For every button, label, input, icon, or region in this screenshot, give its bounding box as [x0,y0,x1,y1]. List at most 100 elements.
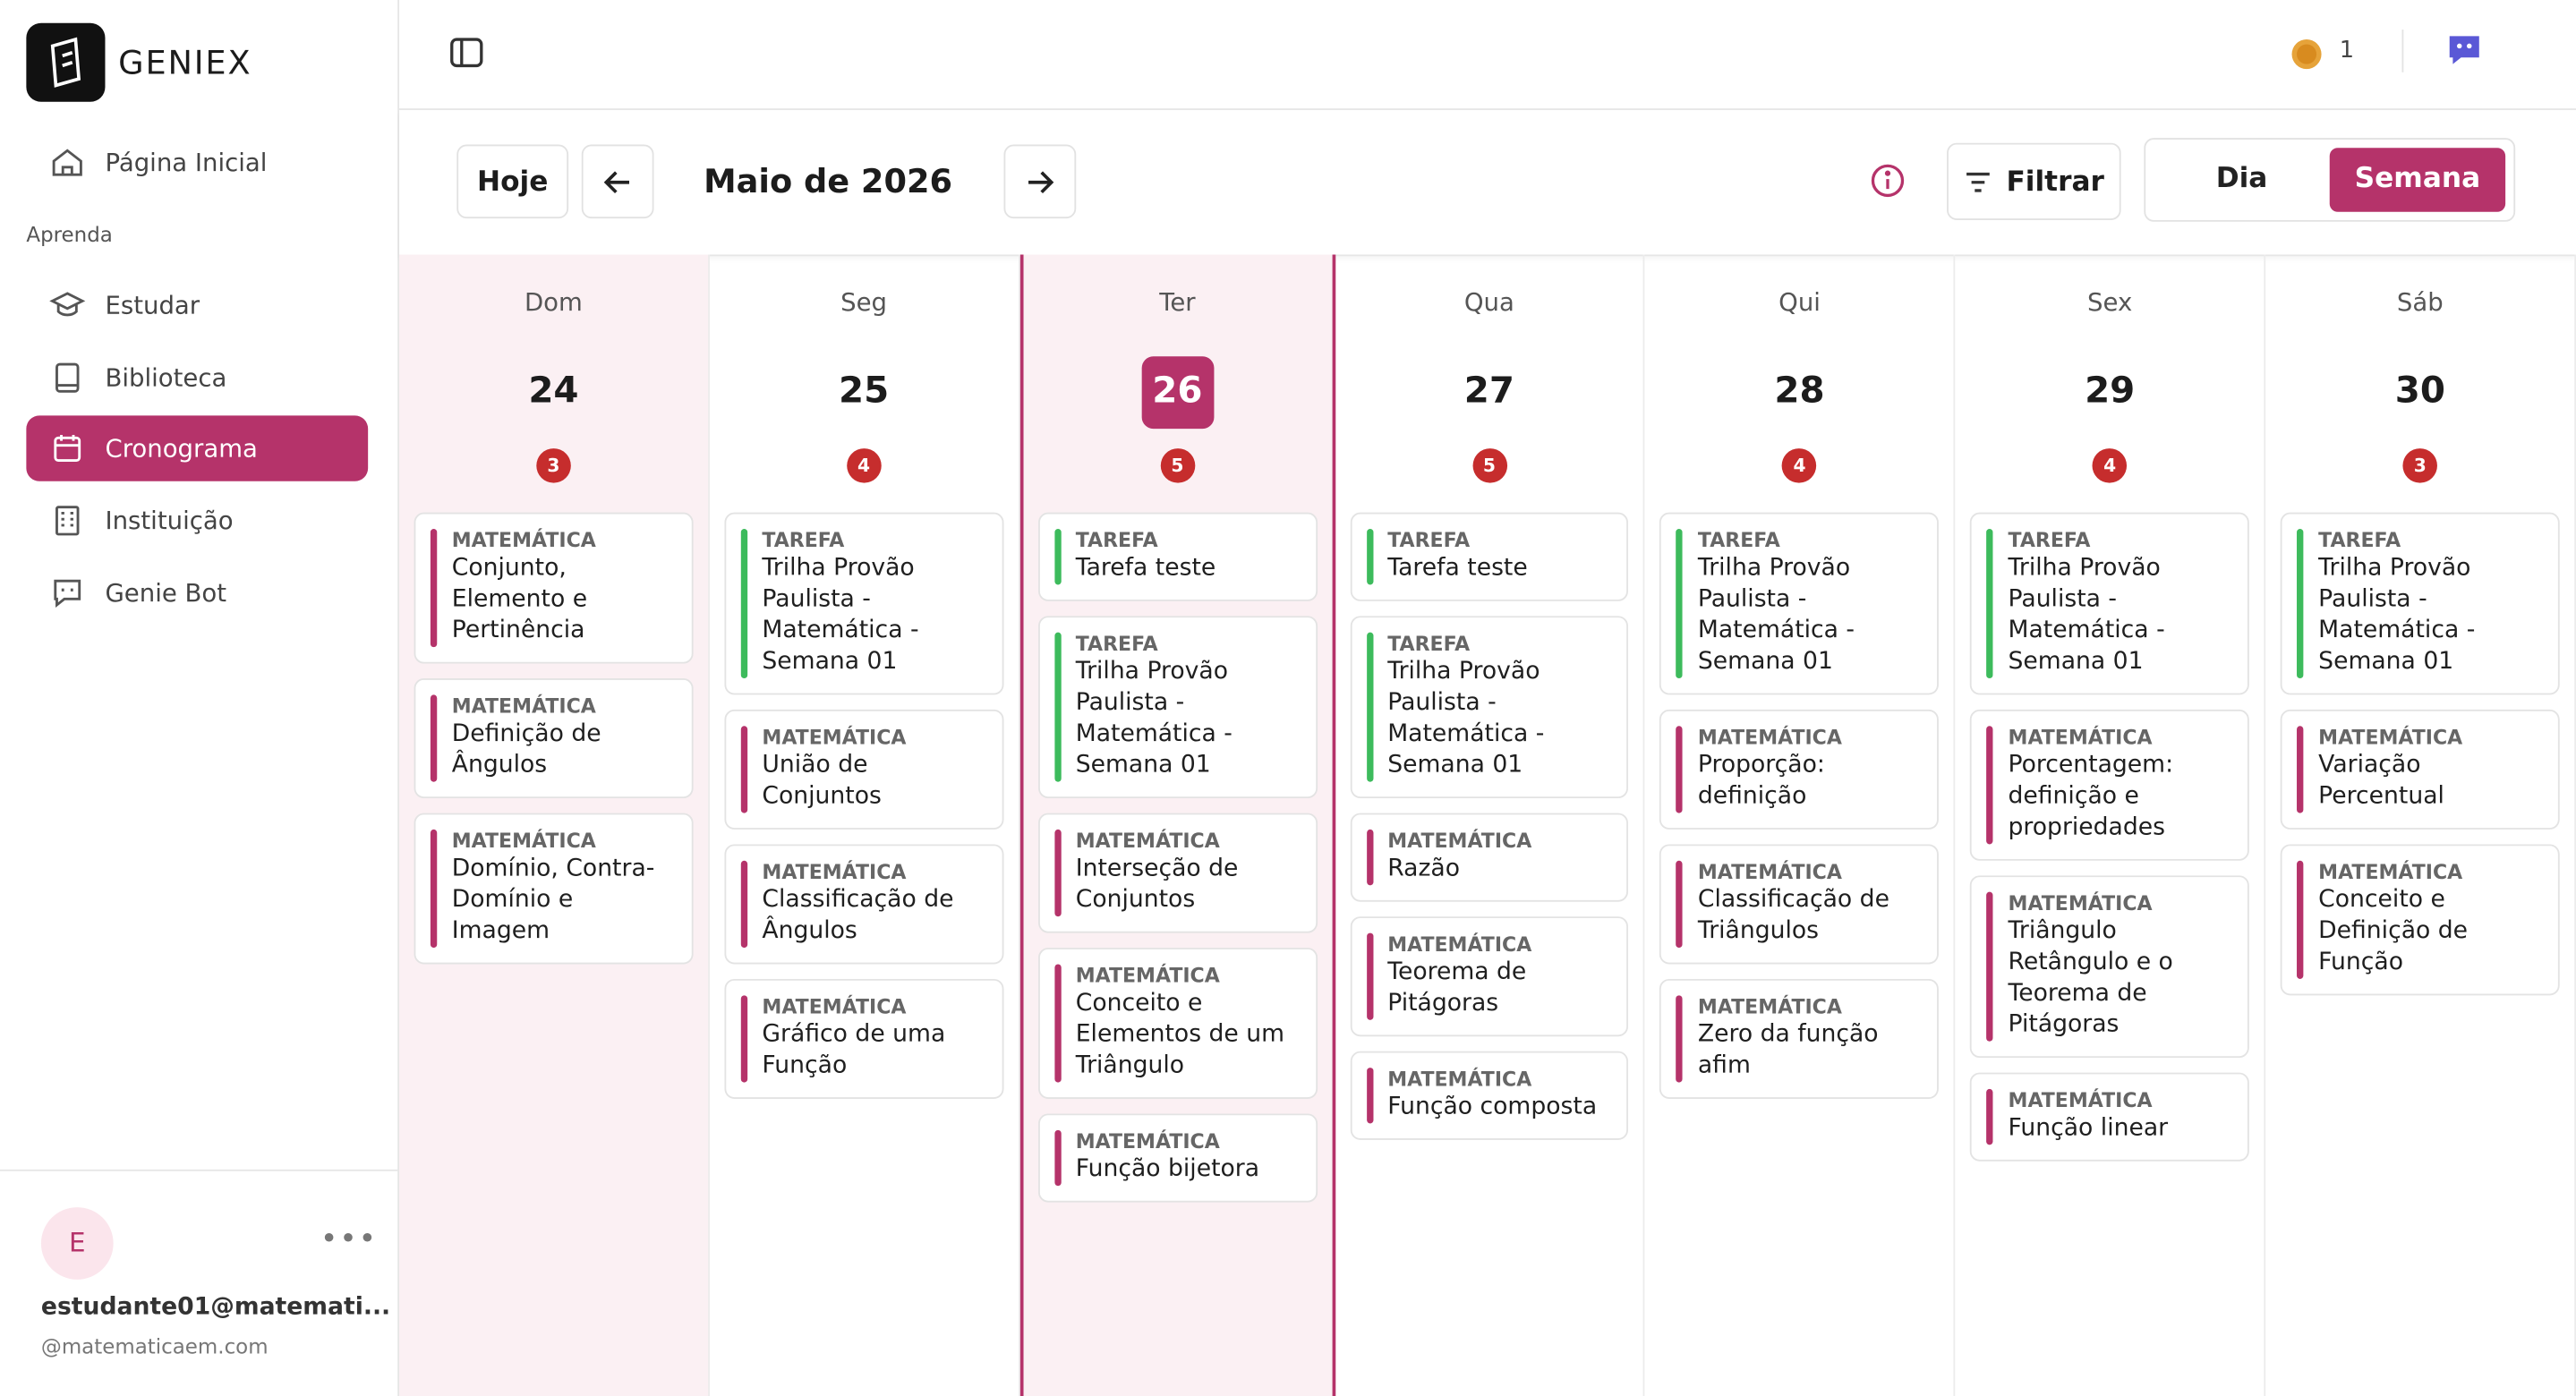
card-tag: MATEMÁTICA [2008,891,2153,915]
day-number: 24 [528,370,579,413]
next-button[interactable] [1003,144,1077,219]
sidebar-toggle[interactable] [448,35,484,71]
event-card[interactable]: MATEMÁTICA Domínio, Contra-Domínio e Imag… [414,813,694,965]
bot-icon[interactable] [2444,30,2484,69]
card-bar [2297,860,2304,979]
day-number: 28 [1774,370,1825,413]
prev-button[interactable] [581,144,654,219]
filter-button[interactable]: Filtrar [1947,142,2121,220]
sidebar: GENIEX Página Inicial Aprenda Estudar Bib… [0,0,400,1396]
nav-item[interactable]: Estudar [26,273,368,338]
card-tag: MATEMÁTICA [762,860,907,884]
nav-item[interactable]: Biblioteca [26,345,368,410]
event-card[interactable]: TAREFA Trilha Provão Paulista - Matemátic… [2280,512,2560,695]
weekday: Ter [1159,287,1196,318]
event-card[interactable]: MATEMÁTICA Razão [1350,813,1629,902]
event-card[interactable]: MATEMÁTICA Conceito e Definição de Função [2280,844,2560,996]
event-card[interactable]: TAREFA Trilha Provão Paulista - Matemátic… [1970,512,2250,695]
card-tag: MATEMÁTICA [1387,1068,1532,1091]
event-card[interactable]: MATEMÁTICA Função bijetora [1037,1113,1318,1203]
more-button[interactable]: ••• [320,1222,378,1257]
section-label: Aprenda [26,221,113,247]
card-title: Tarefa teste [1075,555,1216,582]
event-card[interactable]: TAREFA Trilha Provão Paulista - Matemátic… [1350,616,1629,799]
card-title: Variação Percentual [2318,752,2444,810]
event-card[interactable]: MATEMÁTICA Conceito e Elementos de um Tri… [1037,948,1318,1099]
card-title: Razão [1387,855,1461,882]
nav-label: Biblioteca [105,362,227,393]
view-option[interactable]: Semana [2329,148,2506,212]
card-tag: MATEMÁTICA [1697,995,1842,1019]
user-email: estudante01@matemati... [40,1294,391,1321]
event-card[interactable]: MATEMÁTICA Porcentagem: definição e propr… [1970,709,2250,861]
coin-count: 1 [2339,38,2355,64]
event-card[interactable]: MATEMÁTICA Triângulo Retângulo e o Teorem… [1970,875,2250,1059]
card-title: Conjunto, Elemento e Pertinência [451,555,588,644]
item-count: 4 [1782,448,1817,483]
card-list: TAREFA Tarefa teste TAREFA Trilha Provão Pa… [1350,512,1629,1155]
card-bar [1676,995,1684,1083]
event-card[interactable]: MATEMÁTICA Definição de Ângulos [414,678,694,799]
card-bar [430,529,438,648]
info-icon[interactable] [1870,163,1906,199]
card-bar [430,694,438,782]
brand: GENIEX [118,42,252,82]
day-number: 27 [1463,370,1514,413]
card-tag: TAREFA [1075,632,1158,656]
weekday: Dom [524,287,583,318]
card-tag: MATEMÁTICA [762,726,907,749]
card-title: União de Conjuntos [762,752,882,810]
day-number: 30 [2394,370,2445,413]
event-card[interactable]: TAREFA Trilha Provão Paulista - Matemátic… [724,512,1003,695]
nav-label: Página Inicial [105,148,268,178]
event-card[interactable]: MATEMÁTICA Classificação de Ângulos [724,844,1003,965]
event-card[interactable]: TAREFA Trilha Provão Paulista - Matemátic… [1659,512,1940,695]
weekday: Qui [1778,287,1821,318]
card-title: Função bijetora [1075,1156,1260,1183]
card-bar [1053,829,1062,917]
card-tag: MATEMÁTICA [451,529,596,552]
event-card[interactable]: MATEMÁTICA Função composta [1350,1051,1629,1140]
card-bar [1366,529,1373,585]
filter-label: Filtrar [2006,165,2104,199]
event-card[interactable]: MATEMÁTICA Classificação de Triângulos [1659,844,1940,965]
card-title: Definição de Ângulos [451,720,601,779]
event-card[interactable]: MATEMÁTICA Conjunto, Elemento e Pertinênc… [414,512,694,664]
card-title: Conceito e Definição de Função [2318,887,2469,976]
nav-item[interactable]: Instituição [26,488,368,553]
toolbar: Hoje Maio de 2026 Filtrar Dia Semana [399,110,2576,257]
event-card[interactable]: TAREFA Trilha Provão Paulista - Matemátic… [1037,616,1318,799]
nav-item[interactable]: Genie Bot [26,560,368,626]
card-list: TAREFA Trilha Provão Paulista - Matemátic… [2280,512,2560,1010]
event-card[interactable]: MATEMÁTICA Variação Percentual [2280,709,2560,830]
day-column: Ter 26 5 TAREFA Tarefa teste TAREFA Trilha Pro… [1019,254,1335,1396]
weekday: Sáb [2396,287,2444,318]
event-card[interactable]: MATEMÁTICA Teorema de Pitágoras [1350,916,1629,1037]
event-card[interactable]: MATEMÁTICA Zero da função afim [1659,978,1940,1099]
event-card[interactable]: MATEMÁTICA União de Conjuntos [724,709,1003,830]
card-title: Função linear [2008,1115,2169,1142]
view-option[interactable]: Dia [2215,162,2268,196]
card-tag: MATEMÁTICA [1387,932,1532,957]
event-card[interactable]: MATEMÁTICA Função linear [1970,1072,2250,1162]
card-tag: TAREFA [762,529,845,552]
event-card[interactable]: MATEMÁTICA Interseção de Conjuntos [1037,813,1318,933]
card-title: Domínio, Contra-Domínio e Imagem [451,855,655,945]
card-bar [1053,964,1062,1083]
card-bar [1366,1068,1373,1124]
nav-item[interactable]: Cronograma [26,416,369,482]
card-tag: TAREFA [1075,529,1158,552]
card-list: TAREFA Tarefa teste TAREFA Trilha Provão Pa… [1037,512,1318,1217]
event-card[interactable]: MATEMÁTICA Gráfico de uma Função [724,978,1003,1099]
card-title: Classificação de Ângulos [762,887,954,945]
event-card[interactable]: TAREFA Tarefa teste [1350,512,1629,601]
day-column: Sex 29 4 TAREFA Trilha Provão Paulista - Mat… [1956,254,2266,1396]
nav-home[interactable]: Página Inicial [26,130,368,195]
today-button[interactable]: Hoje [456,144,569,219]
event-card[interactable]: MATEMÁTICA Proporção: definição [1659,709,1940,830]
card-list: TAREFA Trilha Provão Paulista - Matemátic… [1659,512,1940,1114]
card-title: Zero da função afim [1697,1021,1879,1079]
event-card[interactable]: TAREFA Tarefa teste [1037,512,1318,601]
